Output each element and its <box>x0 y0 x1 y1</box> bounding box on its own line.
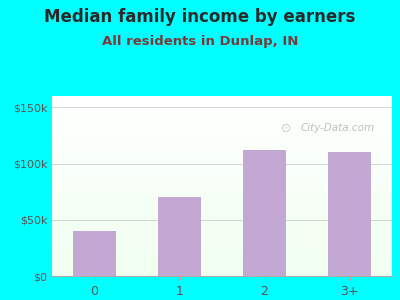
Bar <box>328 152 371 276</box>
Text: Median family income by earners: Median family income by earners <box>44 8 356 26</box>
Bar <box>243 150 286 276</box>
Bar <box>158 197 201 276</box>
Text: City-Data.com: City-Data.com <box>300 123 374 134</box>
Text: ⊙: ⊙ <box>281 122 292 135</box>
Text: All residents in Dunlap, IN: All residents in Dunlap, IN <box>102 34 298 47</box>
Bar <box>73 231 116 276</box>
